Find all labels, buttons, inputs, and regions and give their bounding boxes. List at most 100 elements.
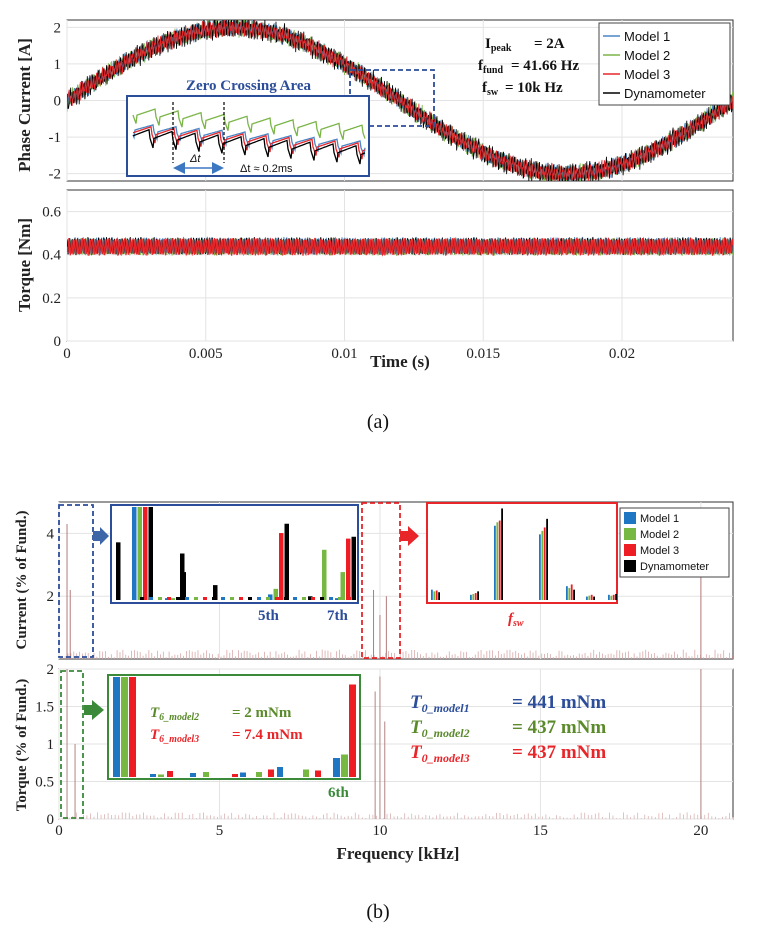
torque-inset-6th-bar — [341, 754, 348, 777]
torque-x-ticks: 0 0.005 0.01 0.015 0.02 — [63, 346, 635, 362]
harmonic-bar — [137, 507, 142, 600]
zero-crossing-line — [132, 108, 366, 140]
harmonic-bar — [308, 596, 313, 600]
spectrum-swatch-dyno — [624, 560, 636, 572]
torque-harmonic-inset: T6_model2 = 2 mNm T6_model3 = 7.4 mNm 6t… — [107, 674, 361, 801]
torque-y-tick: 0.6 — [42, 205, 61, 221]
harmonic-small-bar — [230, 597, 234, 600]
legend-model3: Model 3 — [624, 67, 670, 82]
harmonic-bar — [273, 588, 278, 600]
switching-bar — [438, 592, 440, 600]
torque-spectrum-y-tick: 0 — [47, 812, 55, 828]
time-x-tick: 0.02 — [609, 346, 635, 362]
caption-b: (b) — [366, 901, 389, 923]
label-7th: 7th — [327, 608, 348, 624]
harmonic-bar — [116, 542, 121, 600]
harmonic-bar — [284, 523, 289, 600]
zero-crossing-line — [132, 128, 366, 165]
zero-crossing-inset-box — [126, 95, 370, 177]
current-y-tick: 0 — [54, 94, 62, 110]
caption-a: (a) — [367, 411, 389, 433]
spectrum-legend-model1: Model 1 — [640, 513, 679, 525]
torque-inset-bar — [113, 677, 120, 777]
switching-arrow — [400, 526, 419, 546]
spectrum-legend-model3: Model 3 — [640, 545, 679, 557]
switching-bar — [494, 525, 496, 600]
torque-inset-bar — [129, 677, 136, 777]
ipeak-value: = 2A — [534, 36, 565, 52]
torque-spectrum-y-ticks: 2 1.5 1 0.5 0 — [35, 662, 54, 828]
torque-y-ticks: 0.6 0.4 0.2 0 — [42, 205, 61, 350]
torque-inset-6th-bar — [333, 758, 340, 777]
torque-spectrum-y-tick: 1.5 — [35, 700, 54, 716]
harmonic-small-bar — [329, 597, 333, 600]
harmonic-small-bar — [302, 597, 306, 600]
zero-crossing-title: Zero Crossing Area — [186, 78, 312, 94]
current-y-tick: 2 — [54, 20, 62, 36]
t0-model2-value: = 437 mNm — [512, 717, 606, 738]
label-6th: 6th — [328, 785, 349, 801]
switching-bar — [612, 594, 615, 600]
harmonic-small-bar — [320, 597, 324, 600]
current-waveforms — [67, 20, 733, 181]
switching-inset-bars — [431, 508, 617, 600]
torque-spectrum-x-ticks: 0 5 10 15 20 — [55, 823, 708, 839]
switching-bar — [435, 590, 438, 600]
torque-inset-bar — [268, 769, 274, 777]
torque-inset-6th-bar — [349, 684, 356, 777]
zero-crossing-line — [132, 125, 366, 160]
harmonic-small-bar — [158, 597, 162, 600]
switching-bar — [608, 594, 610, 600]
harmonic-arrow — [93, 527, 109, 545]
harmonic-small-bar — [203, 597, 207, 600]
frequency-x-tick: 20 — [693, 823, 708, 839]
torque-axes-box — [66, 189, 734, 342]
harmonic-small-bar — [185, 597, 189, 600]
frequency-x-label: Frequency [kHz] — [337, 844, 460, 863]
harmonic-bar — [213, 585, 218, 600]
torque-inset-bar — [167, 771, 173, 777]
torque-spectrum-y-label: Torque (% of Fund.) — [14, 679, 30, 812]
switching-bar — [472, 593, 475, 600]
current-series-line — [67, 20, 733, 181]
current-spectrum-bars — [61, 523, 733, 659]
spectrum-swatch-model3 — [624, 544, 636, 556]
harmonic-bar — [335, 598, 340, 600]
harmonic-small-bar — [212, 597, 216, 600]
harmonic-bar — [340, 572, 345, 600]
switching-bar — [566, 586, 568, 600]
time-x-tick: 0.015 — [466, 346, 500, 362]
harmonic-bar — [268, 594, 273, 600]
torque-inset-box — [107, 674, 361, 780]
switching-bar — [498, 520, 501, 600]
dt-label: Δt — [189, 153, 201, 165]
switching-bar — [570, 584, 573, 600]
current-y-tick: -2 — [49, 167, 62, 183]
switching-bar — [593, 596, 595, 600]
current-y-ticks: 2 1 0 -1 -2 — [49, 20, 62, 182]
harmonic-small-bar — [266, 597, 270, 600]
current-plot: 2 1 0 -1 -2 Phase Current [A] Model 1 Model … — [15, 19, 734, 183]
harmonic-small-bar — [176, 597, 180, 600]
torque-inset-bars — [113, 677, 356, 777]
label-5th: 5th — [258, 608, 279, 624]
spectrum-legend-dyno: Dynamometer — [640, 561, 709, 573]
switching-bar — [470, 594, 472, 600]
switching-bar — [541, 530, 544, 600]
harmonic-small-bar — [194, 597, 198, 600]
harmonic-small-bar — [248, 597, 252, 600]
torque-harmonic-arrow — [84, 700, 104, 720]
spectrum-legend-model2: Model 2 — [640, 529, 679, 541]
harmonic-bar — [170, 598, 175, 600]
switching-bar — [496, 522, 499, 600]
harmonic-region — [58, 504, 94, 658]
spectrum-y-tick: 4 — [47, 526, 55, 542]
torque-y-tick: 0.4 — [42, 248, 61, 264]
harmonic-inset-bars — [116, 507, 356, 600]
harmonic-bar — [346, 538, 351, 600]
zero-crossing-line — [132, 124, 366, 158]
harmonic-bar — [322, 549, 327, 600]
harmonic-small-bar — [239, 597, 243, 600]
torque-inset-bar — [150, 774, 156, 777]
torque-inset-bar — [190, 773, 196, 777]
